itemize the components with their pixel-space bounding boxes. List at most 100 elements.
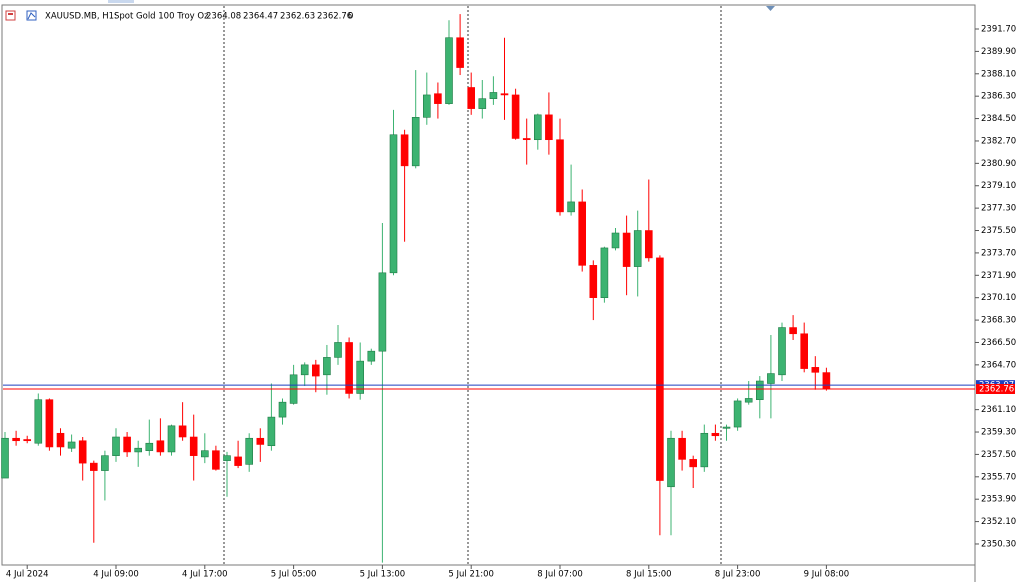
candle-body [134,447,142,453]
icon [27,12,36,20]
candle-body [700,432,709,468]
candle-body [489,92,498,99]
x-tick-label: 4 Jul 17:00 [182,570,228,580]
bid-label-bg [976,383,1015,394]
candle-body [300,364,309,376]
candle-body [223,455,231,461]
candle-body [400,134,409,167]
candle-body [234,456,242,466]
candle-body [112,436,120,456]
candle-body [822,372,831,390]
candle-body [422,94,431,118]
candle-body [633,230,642,267]
candle-body [67,441,76,449]
bid-label: 2362.76 [979,384,1014,394]
y-tick-label: 2359.30 [981,428,1016,438]
candle-body [434,93,442,104]
candle-body [767,373,775,384]
y-tick-label: 2366.50 [981,338,1016,348]
header: XAUUSD.MB, H1: Spot Gold 100 Troy Oz 236… [5,10,353,22]
candle-body [500,93,509,96]
y-tick-label: 2382.70 [981,136,1016,146]
y-tick-label: 2353.90 [981,495,1016,505]
candle-body [711,432,720,437]
candle-body [356,360,365,394]
close-value: 2362.76 [317,12,352,22]
candle-body [278,401,287,418]
y-tick-label: 2361.10 [981,405,1016,415]
y-tick-label: 2377.30 [981,204,1016,214]
candle-body [311,364,320,377]
candle-body [145,442,154,451]
candle-body [789,327,797,335]
candle-body [1,437,9,479]
x-tick-label: 8 Jul 07:00 [537,570,583,580]
candle-body [511,94,520,139]
candle-body [56,432,65,448]
candle-body [445,37,453,104]
candle-body [256,437,265,445]
candle-body [212,450,220,470]
candle-body [656,257,664,481]
y-tick-label: 2379.10 [981,181,1016,191]
shift-marker[interactable] [766,6,775,11]
candle-body [267,416,276,447]
candle-body [189,436,198,456]
open-value: 2364.08 [206,12,241,22]
candle-body [545,114,553,141]
description: Spot Gold 100 Troy Oz [114,12,209,22]
candle-body [101,455,109,471]
candle-body [478,98,487,109]
candle-body [78,440,87,464]
candle-body [578,201,587,266]
volume-value: 0 [348,12,353,22]
x-tick-label: 5 Jul 13:00 [360,570,406,580]
candle-body [323,357,331,376]
candle-body [23,439,32,442]
y-tick-label: 2355.70 [981,472,1016,482]
candle-body [800,333,809,369]
candle-body [589,265,598,298]
toolbar-stub [108,0,134,3]
y-tick-label: 2350.30 [981,539,1016,549]
y-tick-label: 2371.90 [981,271,1016,281]
candle-body [456,37,464,68]
candle-body [600,247,609,298]
y-tick-label: 2391.70 [981,25,1016,35]
candle-body [611,232,620,249]
y-tick-label: 2352.10 [981,517,1016,527]
candle-body [167,425,176,453]
candle-body [755,380,764,400]
y-tick-label: 2388.10 [981,69,1016,79]
candle-body [178,425,187,438]
candle-body [123,436,131,453]
candle-body [811,367,820,373]
x-tick-label: 8 Jul 15:00 [626,570,672,580]
y-tick-label: 2370.10 [981,293,1016,303]
candle-body [722,426,731,429]
candle-body [12,437,20,442]
y-tick-label: 2380.90 [981,159,1016,169]
candle-body [467,87,476,109]
x-tick-label: 8 Jul 23:00 [715,570,761,580]
x-tick-label: 9 Jul 08:00 [804,570,850,580]
candle-body [245,437,253,465]
candle-body [733,400,742,428]
candle-body [522,138,531,141]
x-tick-label: 5 Jul 21:00 [448,570,494,580]
candle-body [411,117,420,167]
icon [5,10,16,21]
x-tick-label: 4 Jul 2024 [6,570,49,580]
candle-body [45,399,54,448]
x-tick-label: 4 Jul 09:00 [93,570,139,580]
y-tick-label: 2386.30 [981,92,1016,102]
icon [26,10,37,21]
candle-body [744,398,753,403]
high-value: 2364.47 [243,12,278,22]
candle-body [367,350,376,362]
symbol: XAUUSD.MB, H1: [45,12,117,22]
x-tick-label: 5 Jul 05:00 [271,570,317,580]
candle-body [622,232,631,267]
candle-body [389,134,398,274]
